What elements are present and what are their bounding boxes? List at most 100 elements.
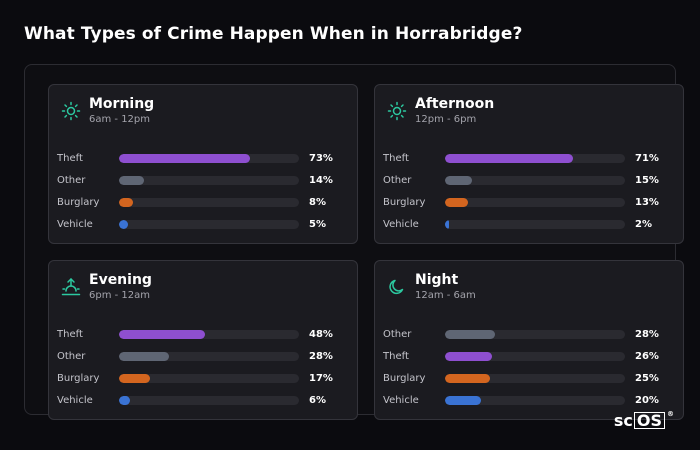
bar-row: Theft 73% — [57, 147, 353, 169]
bar-label: Theft — [57, 152, 83, 164]
bar-track — [445, 373, 625, 383]
bar-track — [119, 329, 299, 339]
brand-logo: sc OS ® — [613, 409, 674, 431]
bar-value: 2% — [635, 218, 652, 230]
bar-fill — [119, 197, 134, 207]
bar-fill — [119, 329, 206, 339]
bar-value: 73% — [309, 152, 333, 164]
bar-row: Theft 71% — [383, 147, 679, 169]
bar-value: 8% — [309, 196, 326, 208]
bar-fill — [445, 395, 481, 405]
bar-fill — [119, 351, 170, 361]
bar-track — [445, 153, 625, 163]
bar-track — [119, 153, 299, 163]
moon-icon — [389, 279, 404, 295]
bar-row: Other 14% — [57, 169, 353, 191]
bar-row: Vehicle 6% — [57, 389, 353, 411]
bar-row: Burglary 13% — [383, 191, 679, 213]
bar-fill — [445, 197, 469, 207]
bar-label: Burglary — [57, 196, 100, 208]
bar-fill — [445, 373, 490, 383]
bar-label: Vehicle — [383, 394, 419, 406]
brand-prefix: sc — [613, 411, 633, 430]
card-subtitle: 6am - 12pm — [89, 114, 151, 125]
bar-label: Theft — [383, 350, 409, 362]
card-title: Morning — [89, 96, 155, 112]
bar-value: 28% — [309, 350, 333, 362]
bar-fill — [445, 153, 573, 163]
bar-value: 14% — [309, 174, 333, 186]
bar-fill — [445, 219, 449, 229]
bar-fill — [445, 175, 472, 185]
bar-value: 20% — [635, 394, 659, 406]
bar-value: 26% — [635, 350, 659, 362]
bar-label: Other — [383, 328, 412, 340]
card-subtitle: 12am - 6am — [415, 290, 476, 301]
bar-label: Other — [57, 174, 86, 186]
brand-registered-mark: ® — [667, 409, 674, 418]
bar-track — [445, 351, 625, 361]
bar-track — [119, 351, 299, 361]
bar-list: Other 28% Theft 26% Burglary 25% Vehicle 20% — [383, 323, 679, 411]
bar-fill — [119, 219, 128, 229]
bar-value: 5% — [309, 218, 326, 230]
bar-list: Theft 48% Other 28% Burglary 17% Vehicle 6% — [57, 323, 353, 411]
bar-label: Theft — [57, 328, 83, 340]
card-night: Night 12am - 6am Other 28% Theft 26% Burglar… — [374, 260, 684, 420]
bar-value: 25% — [635, 372, 659, 384]
bar-label: Other — [57, 350, 86, 362]
bar-row: Theft 48% — [57, 323, 353, 345]
bar-fill — [119, 373, 150, 383]
bar-label: Burglary — [57, 372, 100, 384]
bar-row: Other 15% — [383, 169, 679, 191]
bar-track — [445, 219, 625, 229]
card-evening: Evening 6pm - 12am Theft 48% Other 28% Burgl… — [48, 260, 358, 420]
card-subtitle: 12pm - 6pm — [415, 114, 477, 125]
bar-fill — [445, 351, 492, 361]
card-morning: Morning 6am - 12pm Theft 73% Other 14% Burgl… — [48, 84, 358, 244]
bar-value: 15% — [635, 174, 659, 186]
bar-track — [445, 197, 625, 207]
bar-fill — [119, 153, 251, 163]
bar-row: Other 28% — [57, 345, 353, 367]
brand-boxed: OS — [633, 412, 665, 429]
bar-row: Theft 26% — [383, 345, 679, 367]
bar-label: Vehicle — [57, 218, 93, 230]
bar-list: Theft 73% Other 14% Burglary 8% Vehicle 5% — [57, 147, 353, 235]
card-afternoon: Afternoon 12pm - 6pm Theft 71% Other 15% Bur… — [374, 84, 684, 244]
sun-icon — [61, 101, 81, 121]
card-subtitle: 6pm - 12am — [89, 290, 151, 301]
bar-value: 28% — [635, 328, 659, 340]
card-title: Night — [415, 272, 459, 288]
bar-row: Vehicle 2% — [383, 213, 679, 235]
bar-label: Burglary — [383, 372, 426, 384]
bar-track — [445, 329, 625, 339]
bar-label: Vehicle — [383, 218, 419, 230]
bar-value: 6% — [309, 394, 326, 406]
bar-value: 71% — [635, 152, 659, 164]
bar-row: Vehicle 5% — [57, 213, 353, 235]
card-title: Evening — [89, 272, 152, 288]
bar-fill — [119, 395, 130, 405]
page-title: What Types of Crime Happen When in Horra… — [24, 24, 523, 44]
bar-row: Burglary 17% — [57, 367, 353, 389]
bar-value: 17% — [309, 372, 333, 384]
card-title: Afternoon — [415, 96, 495, 112]
bar-label: Burglary — [383, 196, 426, 208]
bar-track — [119, 373, 299, 383]
bar-row: Burglary 8% — [57, 191, 353, 213]
sunset-icon — [61, 277, 81, 296]
bar-track — [119, 219, 299, 229]
bar-label: Vehicle — [57, 394, 93, 406]
sun-icon — [387, 101, 407, 121]
bar-row: Burglary 25% — [383, 367, 679, 389]
bar-track — [445, 175, 625, 185]
bar-label: Theft — [383, 152, 409, 164]
bar-track — [445, 395, 625, 405]
bar-row: Other 28% — [383, 323, 679, 345]
bar-label: Other — [383, 174, 412, 186]
bar-row: Vehicle 20% — [383, 389, 679, 411]
bar-value: 48% — [309, 328, 333, 340]
bar-track — [119, 197, 299, 207]
bar-value: 13% — [635, 196, 659, 208]
